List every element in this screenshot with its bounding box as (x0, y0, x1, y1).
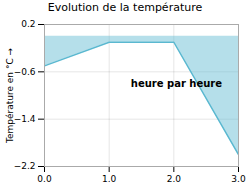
svg-text:−0.6: −0.6 (14, 67, 36, 77)
svg-text:heure par heure: heure par heure (131, 78, 222, 89)
svg-text:0.0: 0.0 (37, 174, 52, 184)
svg-text:Température en °C →: Température en °C → (5, 47, 15, 144)
svg-text:2.0: 2.0 (167, 174, 182, 184)
svg-text:0.2: 0.2 (21, 19, 35, 29)
svg-text:−2.2: −2.2 (14, 161, 36, 171)
html-text:Evolution de la température: Evolution de la température (47, 1, 203, 14)
svg-text:−1.4: −1.4 (14, 114, 36, 124)
svg-text:3.0: 3.0 (231, 174, 246, 184)
svg-text:1.0: 1.0 (102, 174, 117, 184)
